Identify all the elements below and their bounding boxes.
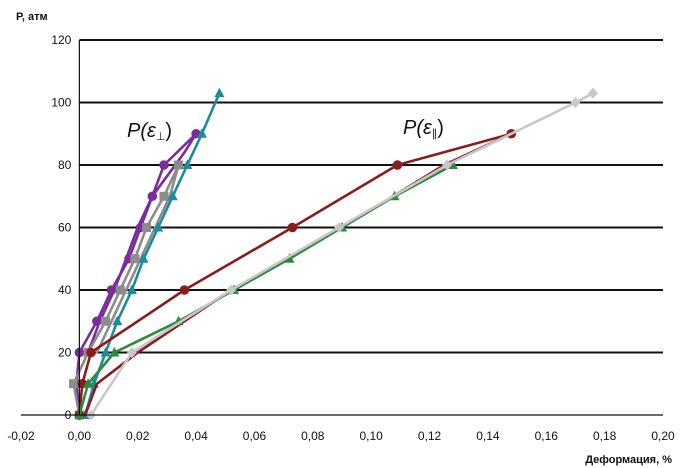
data-point: [214, 87, 225, 98]
y-tick-label: 60: [58, 221, 72, 235]
annotation-p-par-sub: ∥: [432, 128, 438, 140]
data-point: [83, 378, 94, 388]
data-point: [159, 191, 169, 201]
annotation-p-par-end: ): [437, 117, 444, 139]
series-line: [75, 132, 198, 417]
data-point: [284, 253, 295, 263]
data-point: [167, 190, 178, 201]
x-tick-label: 0,00: [68, 429, 92, 443]
y-tick-label: 40: [58, 283, 72, 297]
x-tick-label: 0,20: [651, 429, 675, 443]
x-tick-label: 0,16: [535, 429, 559, 443]
y-tick-labels: 0 20 40 60 80 100 120: [51, 33, 71, 422]
data-point: [587, 87, 598, 99]
annotation-p-perp-end: ): [165, 120, 172, 142]
data-point: [182, 159, 193, 169]
data-point: [442, 159, 453, 171]
data-point: [392, 160, 403, 170]
data-point: [153, 222, 164, 232]
data-point: [226, 284, 237, 296]
y-tick-label: 0: [65, 408, 72, 422]
data-point: [287, 222, 298, 233]
data-point: [126, 284, 137, 294]
x-tick-label: 0,04: [184, 429, 208, 443]
x-tick-label: 0,12: [418, 429, 442, 443]
annotation-p-par-main: P(ε: [403, 117, 433, 139]
data-point: [115, 285, 125, 295]
x-tick-label: 0,18: [593, 429, 617, 443]
annotation-p-perp-main: P(ε: [127, 120, 157, 142]
y-tick-label: 20: [58, 346, 72, 360]
data-point: [126, 347, 137, 358]
data-point: [179, 285, 190, 295]
data-point: [92, 316, 102, 327]
data-point: [196, 128, 207, 138]
data-point: [101, 316, 111, 326]
x-tick-label: 0,08: [301, 429, 325, 443]
series-1: [71, 128, 201, 420]
y-tick-label: 100: [51, 96, 71, 110]
data-point: [112, 315, 123, 326]
x-axis-title: Деформация, %: [585, 454, 672, 466]
data-point: [138, 253, 149, 263]
series-6: [86, 87, 598, 421]
y-tick-label: 80: [58, 158, 72, 172]
x-tick-labels: -0,02 0,00 0,02 0,04 0,06 0,08 0,10 0,12 0,14 0,1…: [7, 429, 675, 443]
series-4: [74, 128, 517, 420]
x-tick-label: 0,02: [126, 429, 150, 443]
x-tick-label: -0,02: [7, 429, 35, 443]
data-point: [159, 160, 169, 170]
series-layer: [69, 87, 598, 421]
data-point: [109, 347, 120, 357]
data-point: [174, 160, 184, 170]
data-point: [130, 254, 140, 264]
x-tick-label: 0,10: [360, 429, 384, 443]
data-point: [69, 379, 79, 389]
data-point: [86, 347, 96, 358]
series-line: [78, 132, 513, 417]
annotation-p-perp-sub: ⊥: [156, 131, 166, 143]
y-tick-label: 120: [51, 33, 71, 47]
data-point: [100, 347, 111, 357]
x-tick-label: 0,14: [476, 429, 500, 443]
x-tick-label: 0,06: [243, 429, 267, 443]
annotation-p-par: P(ε∥): [403, 117, 444, 140]
y-axis-title: P, атм: [16, 11, 48, 23]
annotation-p-perp: P(ε⊥): [127, 120, 172, 143]
data-point: [334, 222, 345, 233]
data-point: [106, 285, 117, 295]
data-point: [147, 191, 158, 202]
data-point: [570, 97, 581, 108]
data-point: [141, 223, 151, 232]
